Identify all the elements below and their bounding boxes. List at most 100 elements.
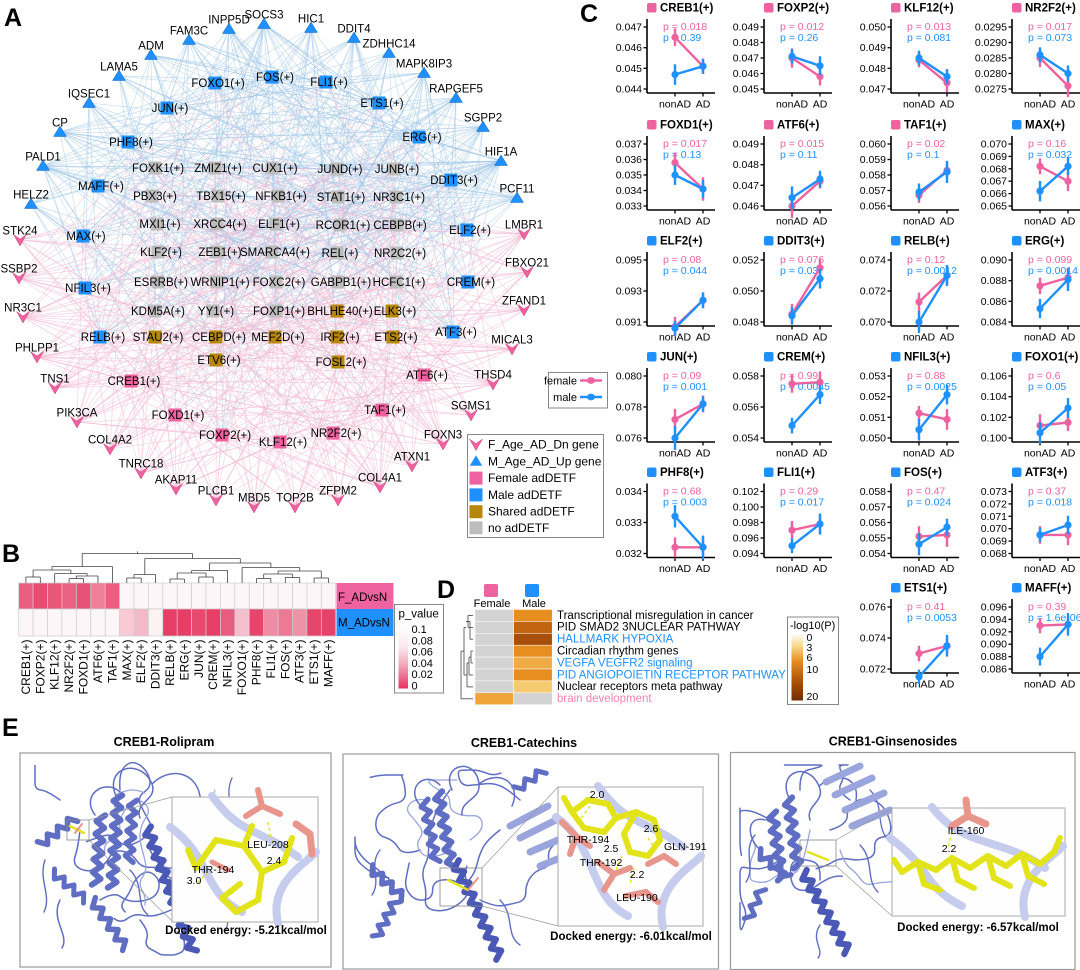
svg-text:FOXC2(+): FOXC2(+) bbox=[253, 277, 306, 289]
svg-text:0.056: 0.056 bbox=[733, 402, 759, 414]
svg-text:ATF6(+): ATF6(+) bbox=[406, 370, 448, 382]
svg-text:p = 0.076: p = 0.076 bbox=[780, 254, 824, 266]
svg-text:nonAD: nonAD bbox=[903, 332, 936, 344]
svg-text:Docked energy: -5.21kcal/mol: Docked energy: -5.21kcal/mol bbox=[165, 925, 327, 937]
svg-text:p = 0.015: p = 0.015 bbox=[780, 138, 824, 150]
svg-text:PID SMAD2 3NUCLEAR PATHWAY: PID SMAD2 3NUCLEAR PATHWAY bbox=[557, 622, 741, 634]
svg-text:p = 0.6: p = 0.6 bbox=[1028, 370, 1061, 382]
svg-text:ZFPM2: ZFPM2 bbox=[319, 486, 357, 498]
svg-text:COL4A2: COL4A2 bbox=[88, 435, 132, 447]
svg-text:Shared adDETF: Shared adDETF bbox=[488, 505, 575, 519]
svg-text:TAF1(+): TAF1(+) bbox=[105, 640, 119, 683]
svg-text:DDIT3(+): DDIT3(+) bbox=[777, 236, 825, 248]
svg-text:NR2C2(+): NR2C2(+) bbox=[374, 248, 426, 260]
svg-text:FOSL2(+): FOSL2(+) bbox=[316, 357, 367, 369]
svg-text:F_Age_AD_Dn gene: F_Age_AD_Dn gene bbox=[488, 438, 599, 452]
svg-text:FAM3C: FAM3C bbox=[170, 26, 208, 38]
svg-text:Male: Male bbox=[522, 598, 546, 610]
svg-text:FOXP2(+): FOXP2(+) bbox=[33, 640, 47, 694]
svg-text:AD: AD bbox=[1061, 679, 1076, 691]
svg-text:nonAD: nonAD bbox=[659, 99, 692, 111]
svg-text:0.058: 0.058 bbox=[860, 486, 886, 498]
svg-text:AD: AD bbox=[940, 563, 955, 575]
svg-text:AD: AD bbox=[696, 563, 711, 575]
svg-text:nonAD: nonAD bbox=[776, 563, 809, 575]
svg-text:HALLMARK HYPOXIA: HALLMARK HYPOXIA bbox=[557, 634, 674, 646]
svg-text:STAT1(+): STAT1(+) bbox=[317, 192, 366, 204]
svg-text:PHF8(+): PHF8(+) bbox=[660, 467, 704, 479]
svg-text:C: C bbox=[580, 0, 598, 28]
svg-text:nonAD: nonAD bbox=[776, 216, 809, 228]
svg-text:AKAP11: AKAP11 bbox=[155, 475, 198, 487]
svg-text:0.052: 0.052 bbox=[733, 255, 759, 267]
svg-text:ERG(+): ERG(+) bbox=[177, 640, 191, 681]
svg-text:ATF3(+): ATF3(+) bbox=[435, 327, 477, 339]
svg-text:2.2: 2.2 bbox=[630, 869, 645, 881]
svg-text:AD: AD bbox=[940, 332, 955, 344]
svg-text:0.047: 0.047 bbox=[860, 84, 886, 96]
svg-text:p = 0.09: p = 0.09 bbox=[663, 370, 701, 382]
svg-text:nonAD: nonAD bbox=[1024, 679, 1057, 691]
svg-text:AD: AD bbox=[696, 332, 711, 344]
svg-text:ESRRB(+): ESRRB(+) bbox=[134, 277, 188, 289]
svg-text:FLI1(+): FLI1(+) bbox=[777, 467, 815, 479]
svg-text:0.073: 0.073 bbox=[981, 486, 1007, 498]
svg-text:ADM: ADM bbox=[138, 41, 164, 53]
svg-text:p = 0.41: p = 0.41 bbox=[907, 601, 945, 613]
svg-text:HCFC1(+): HCFC1(+) bbox=[373, 277, 426, 289]
svg-text:p = 0.017: p = 0.017 bbox=[780, 497, 824, 509]
svg-text:p = 0.68: p = 0.68 bbox=[663, 486, 701, 498]
svg-text:PHF8(+): PHF8(+) bbox=[109, 137, 153, 149]
svg-text:p = 0.001: p = 0.001 bbox=[663, 381, 707, 393]
svg-text:0.035: 0.035 bbox=[616, 170, 642, 182]
svg-text:0.092: 0.092 bbox=[981, 626, 1007, 638]
svg-text:LEU-208: LEU-208 bbox=[247, 839, 289, 851]
svg-text:ETS2(+): ETS2(+) bbox=[374, 332, 417, 344]
svg-text:NR3C1(+): NR3C1(+) bbox=[373, 192, 425, 204]
svg-text:ELF2(+): ELF2(+) bbox=[660, 236, 703, 248]
svg-text:AD: AD bbox=[1061, 99, 1076, 111]
svg-text:p = 0.39: p = 0.39 bbox=[663, 32, 701, 44]
svg-text:0.076: 0.076 bbox=[860, 602, 886, 614]
svg-text:ETS1(+): ETS1(+) bbox=[360, 98, 403, 110]
svg-text:p = 0.13: p = 0.13 bbox=[663, 149, 701, 161]
svg-text:FOXP2(+): FOXP2(+) bbox=[777, 3, 829, 15]
svg-text:0.072: 0.072 bbox=[981, 498, 1007, 510]
svg-text:nonAD: nonAD bbox=[1024, 99, 1057, 111]
svg-text:p = 0.018: p = 0.018 bbox=[1028, 497, 1072, 509]
svg-text:ZMIZ1(+): ZMIZ1(+) bbox=[194, 163, 242, 175]
svg-text:ELF1(+): ELF1(+) bbox=[258, 219, 300, 231]
svg-text:0.078: 0.078 bbox=[616, 402, 642, 414]
svg-text:B: B bbox=[2, 540, 20, 568]
svg-text:ATF6(+): ATF6(+) bbox=[91, 640, 105, 683]
svg-text:MAFF(+): MAFF(+) bbox=[78, 181, 124, 193]
svg-text:F_ADvsN: F_ADvsN bbox=[338, 592, 387, 604]
svg-text:TNS1: TNS1 bbox=[40, 374, 69, 386]
svg-text:NR3C1: NR3C1 bbox=[4, 303, 42, 315]
svg-text:0.049: 0.049 bbox=[733, 139, 759, 151]
svg-text:NFKB1(+): NFKB1(+) bbox=[255, 191, 307, 203]
svg-text:CREB1-Rolipram: CREB1-Rolipram bbox=[114, 735, 215, 749]
svg-text:0.045: 0.045 bbox=[616, 63, 642, 75]
svg-text:FOXO1(+): FOXO1(+) bbox=[235, 640, 249, 696]
svg-text:0.0290: 0.0290 bbox=[975, 37, 1007, 49]
svg-text:0.102: 0.102 bbox=[981, 412, 1007, 424]
svg-text:0.096: 0.096 bbox=[733, 533, 759, 545]
svg-text:0.086: 0.086 bbox=[981, 296, 1007, 308]
svg-text:0.090: 0.090 bbox=[981, 639, 1007, 651]
svg-text:YY1(+): YY1(+) bbox=[198, 306, 234, 318]
svg-text:MAFF(+): MAFF(+) bbox=[1025, 583, 1071, 595]
svg-text:SMARCA4(+): SMARCA4(+) bbox=[240, 247, 310, 259]
svg-text:0.06: 0.06 bbox=[412, 647, 433, 659]
svg-text:AD: AD bbox=[940, 448, 955, 460]
svg-text:0.049: 0.049 bbox=[733, 22, 759, 34]
svg-text:THR-194: THR-194 bbox=[567, 834, 610, 846]
svg-text:0.093: 0.093 bbox=[616, 286, 642, 298]
svg-text:0.0280: 0.0280 bbox=[975, 68, 1007, 80]
svg-text:FOS(+): FOS(+) bbox=[256, 72, 294, 84]
svg-text:p = 0.29: p = 0.29 bbox=[780, 486, 818, 498]
svg-text:p = 0.0025: p = 0.0025 bbox=[907, 381, 957, 393]
svg-text:nonAD: nonAD bbox=[659, 332, 692, 344]
svg-text:0.057: 0.057 bbox=[860, 502, 886, 514]
svg-text:M_ADvsN: M_ADvsN bbox=[338, 618, 390, 630]
